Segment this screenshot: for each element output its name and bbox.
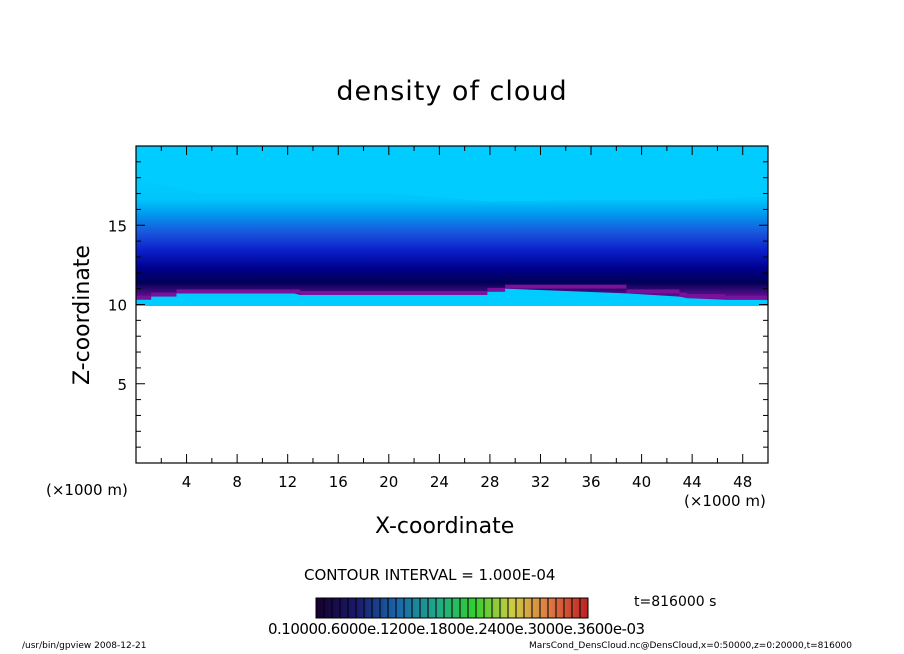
footer-left-text: /usr/bin/gpview 2008-12-21 (22, 641, 147, 651)
x-tick-label: 4 (182, 473, 192, 491)
contour-interval-label: CONTOUR INTERVAL = 1.000E-04 (304, 566, 556, 584)
x-tick-label: 32 (531, 473, 550, 491)
cloud-base-segment (505, 284, 627, 289)
cloud-base-segment (294, 289, 301, 294)
y-axis-label: Z-coordinate (70, 245, 95, 385)
x-tick-label: 28 (480, 473, 499, 491)
x-tick-label: 8 (232, 473, 242, 491)
cloud-base-segment (136, 295, 152, 300)
colorbar-tick-labels: 0.10000.6000e.1200e.1800e.2400e.3000e.36… (268, 620, 645, 638)
x-unit-label-right: (×1000 m) (684, 492, 766, 510)
cloud-base-segment (300, 290, 488, 295)
cloud-base-segment (626, 289, 680, 294)
cloud-base-segment (725, 295, 768, 300)
cloud-base-segment (176, 289, 294, 294)
footer-right-text: MarsCond_DensCloud.nc@DensCloud,x=0:5000… (529, 641, 852, 651)
cloud-base-segment (687, 294, 726, 299)
colorbar (315, 597, 589, 619)
cloud-density-band (136, 177, 768, 300)
x-tick-label: 36 (581, 473, 600, 491)
x-tick-label: 12 (278, 473, 297, 491)
x-unit-label-left: (×1000 m) (46, 481, 128, 499)
x-axis-label: X-coordinate (375, 514, 515, 539)
x-tick-label: 44 (683, 473, 702, 491)
cloud-base-segment (487, 287, 506, 292)
cloud-base-segment (679, 292, 688, 297)
chart-title: density of cloud (336, 76, 568, 107)
x-tick-label: 40 (632, 473, 651, 491)
x-tick-label: 48 (733, 473, 752, 491)
y-tick-label: 15 (108, 217, 127, 235)
time-label: t=816000 s (634, 594, 717, 610)
cloud-base-segment (151, 292, 177, 297)
y-tick-label: 10 (108, 297, 127, 315)
x-tick-label: 20 (379, 473, 398, 491)
x-tick-label: 16 (329, 473, 348, 491)
y-tick-label: 5 (117, 376, 127, 394)
x-tick-label: 24 (430, 473, 449, 491)
